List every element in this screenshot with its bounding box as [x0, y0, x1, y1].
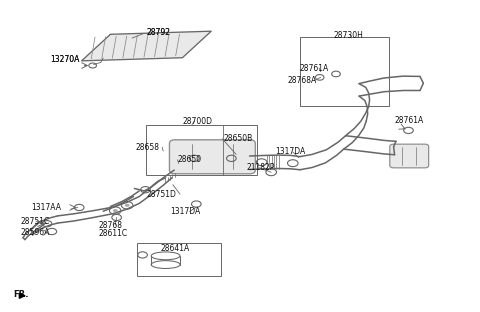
Text: 1317DA: 1317DA — [275, 148, 305, 156]
Text: 28761A: 28761A — [300, 64, 329, 72]
Text: 28650: 28650 — [178, 155, 202, 164]
Polygon shape — [82, 31, 211, 61]
FancyBboxPatch shape — [390, 144, 429, 168]
Text: 28650B: 28650B — [223, 134, 252, 143]
Text: 28611C: 28611C — [98, 230, 128, 238]
Text: 28658: 28658 — [135, 143, 159, 152]
Circle shape — [125, 204, 130, 207]
Text: 28768A: 28768A — [287, 76, 316, 85]
Circle shape — [113, 209, 118, 212]
Text: 28700D: 28700D — [182, 117, 212, 125]
Text: 1317AA: 1317AA — [31, 203, 61, 212]
Text: FR.: FR. — [13, 290, 29, 299]
Text: 28751D: 28751D — [146, 190, 176, 198]
Text: 1317DA: 1317DA — [170, 207, 201, 216]
Text: 28761A: 28761A — [395, 116, 424, 125]
Text: 13270A: 13270A — [50, 56, 80, 64]
Text: 28596A: 28596A — [21, 228, 50, 237]
Text: 28768: 28768 — [98, 221, 122, 230]
Text: 28751C: 28751C — [21, 217, 50, 226]
Text: 13270A: 13270A — [50, 56, 80, 64]
Bar — [146, 125, 257, 175]
Bar — [300, 37, 389, 106]
Text: 28641A: 28641A — [161, 244, 190, 252]
Bar — [137, 243, 221, 276]
Text: 21182P: 21182P — [246, 163, 275, 172]
FancyBboxPatch shape — [169, 140, 255, 174]
Text: 28792: 28792 — [146, 28, 170, 37]
Text: 28792: 28792 — [146, 28, 170, 37]
Text: 28730H: 28730H — [334, 31, 363, 40]
